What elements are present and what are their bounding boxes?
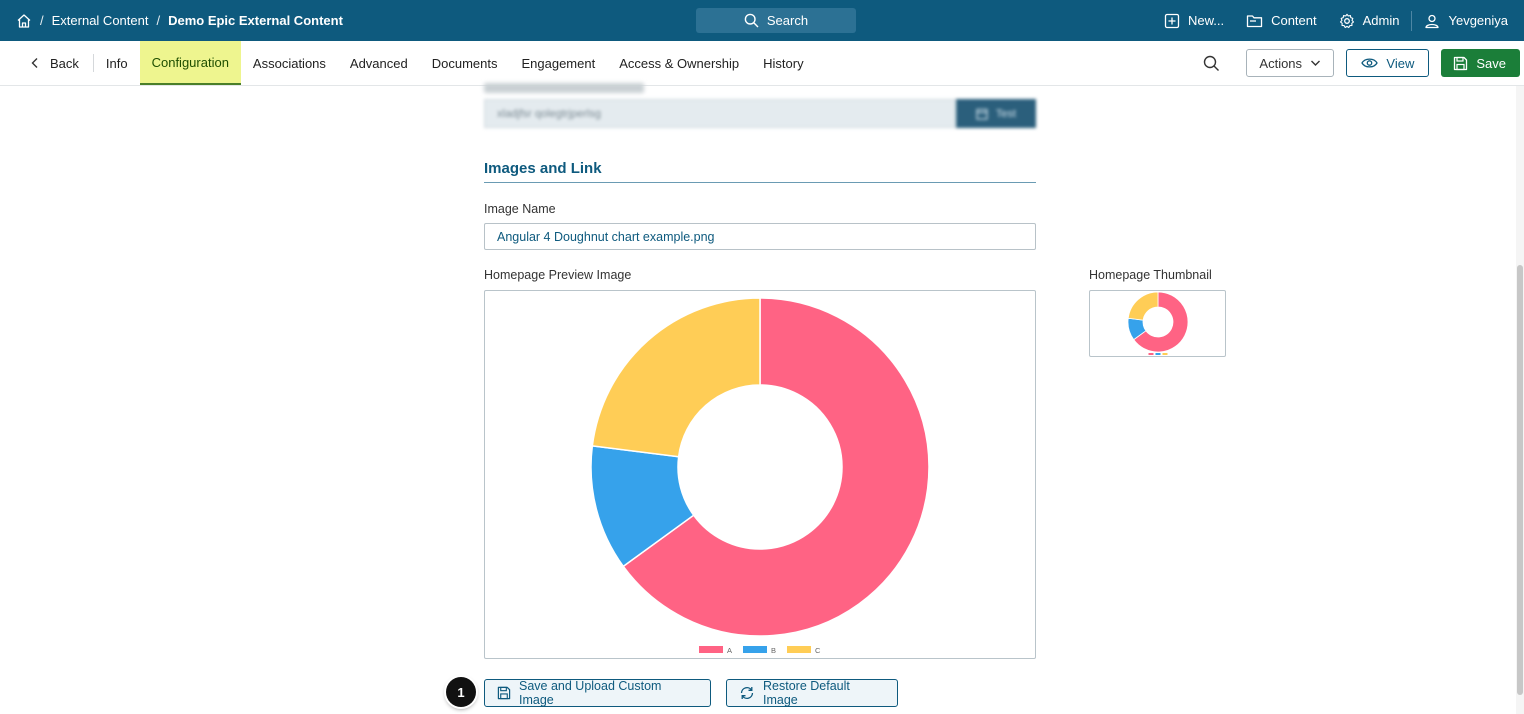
user-icon xyxy=(1424,13,1440,29)
home-icon[interactable] xyxy=(16,13,32,29)
back-label: Back xyxy=(50,55,79,71)
content-button[interactable]: Content xyxy=(1246,13,1317,29)
admin-button[interactable]: Admin xyxy=(1339,13,1400,29)
view-button[interactable]: View xyxy=(1346,49,1430,77)
legend-label-b: B xyxy=(771,646,776,655)
external-content-url-field[interactable]: xladjfsr qolegtrjperlsg xyxy=(484,99,956,128)
save-label: Save xyxy=(1476,55,1506,71)
eye-icon xyxy=(1361,57,1379,69)
homepage-thumbnail-image[interactable] xyxy=(1089,290,1226,357)
chevron-down-icon xyxy=(1310,59,1321,67)
user-label: Yevgeniya xyxy=(1448,13,1508,28)
breadcrumb-current: Demo Epic External Content xyxy=(168,13,343,28)
slice-a xyxy=(1133,291,1189,353)
search-icon[interactable] xyxy=(1203,55,1220,72)
breadcrumb-separator: / xyxy=(156,13,161,28)
homepage-preview-image[interactable]: A B C xyxy=(484,290,1036,659)
floppy-disk-icon xyxy=(1453,56,1468,71)
plus-square-icon xyxy=(1164,13,1180,29)
divider xyxy=(1411,10,1413,31)
step-badge: 1 xyxy=(446,677,476,707)
chevron-left-icon xyxy=(30,57,40,69)
thumbnail-label: Homepage Thumbnail xyxy=(1089,268,1212,282)
save-button[interactable]: Save xyxy=(1441,49,1520,77)
section-divider xyxy=(484,182,1036,183)
actions-label: Actions xyxy=(1259,55,1303,71)
tab-advanced[interactable]: Advanced xyxy=(349,55,408,71)
legend-swatch-b xyxy=(1155,353,1161,355)
breadcrumb: / External Content / Demo Epic External … xyxy=(0,13,343,29)
tab-engagement[interactable]: Engagement xyxy=(521,55,596,71)
tab-bar: Back Info Configuration Associations Adv… xyxy=(0,41,1524,86)
content-label: Content xyxy=(1271,13,1317,28)
global-search-button[interactable]: Search xyxy=(696,8,856,33)
tab-documents[interactable]: Documents xyxy=(431,55,498,71)
user-menu[interactable]: Yevgeniya xyxy=(1424,13,1508,29)
search-icon xyxy=(744,13,759,28)
back-button[interactable]: Back xyxy=(0,41,93,85)
legend-swatch-a xyxy=(699,646,723,653)
save-upload-custom-image-button[interactable]: Save and Upload Custom Image xyxy=(484,679,711,707)
new-label: New... xyxy=(1187,13,1225,28)
slice-c xyxy=(591,297,761,458)
blurred-field-label xyxy=(484,83,644,93)
calendar-icon xyxy=(976,108,988,120)
gear-icon xyxy=(1339,13,1355,29)
restore-label: Restore Default Image xyxy=(763,679,850,707)
top-bar: / External Content / Demo Epic External … xyxy=(0,0,1524,41)
test-label: Test xyxy=(995,107,1017,120)
admin-label: Admin xyxy=(1362,13,1400,28)
image-name-input[interactable]: Angular 4 Doughnut chart example.png xyxy=(484,223,1036,250)
new-button[interactable]: New... xyxy=(1164,13,1224,29)
section-title: Images and Link xyxy=(484,160,602,177)
tab-history[interactable]: History xyxy=(763,55,804,71)
tab-access-ownership[interactable]: Access & Ownership xyxy=(619,55,740,71)
preview-image-label: Homepage Preview Image xyxy=(484,268,632,282)
scrollbar-thumb[interactable] xyxy=(1517,265,1523,695)
divider xyxy=(92,54,94,72)
tab-info[interactable]: Info xyxy=(105,55,128,71)
view-label: View xyxy=(1386,55,1415,71)
test-button[interactable]: Test xyxy=(956,99,1036,128)
refresh-icon xyxy=(739,686,755,700)
save-upload-label: Save and Upload Custom Image xyxy=(519,679,662,707)
slice-c xyxy=(1127,291,1159,321)
breadcrumb-external-content[interactable]: External Content xyxy=(51,13,149,28)
folder-icon xyxy=(1246,13,1263,29)
slice-a xyxy=(622,297,930,637)
legend-label-a: A xyxy=(727,646,732,655)
thumbnail-doughnut-chart xyxy=(1127,291,1189,355)
legend-swatch-a xyxy=(1148,353,1154,355)
tab-configuration[interactable]: Configuration xyxy=(139,41,241,85)
breadcrumb-separator: / xyxy=(40,13,44,28)
legend-swatch-c xyxy=(787,646,811,653)
restore-default-image-button[interactable]: Restore Default Image xyxy=(726,679,898,707)
tab-associations[interactable]: Associations xyxy=(252,55,326,71)
legend-swatch-c xyxy=(1162,353,1168,355)
search-label: Search xyxy=(766,13,809,28)
actions-dropdown[interactable]: Actions xyxy=(1246,49,1335,77)
floppy-disk-icon xyxy=(497,686,511,700)
legend-label-c: C xyxy=(815,646,821,655)
doughnut-chart: A B C xyxy=(590,297,930,655)
legend-swatch-b xyxy=(743,646,767,653)
image-name-label: Image Name xyxy=(484,202,556,216)
